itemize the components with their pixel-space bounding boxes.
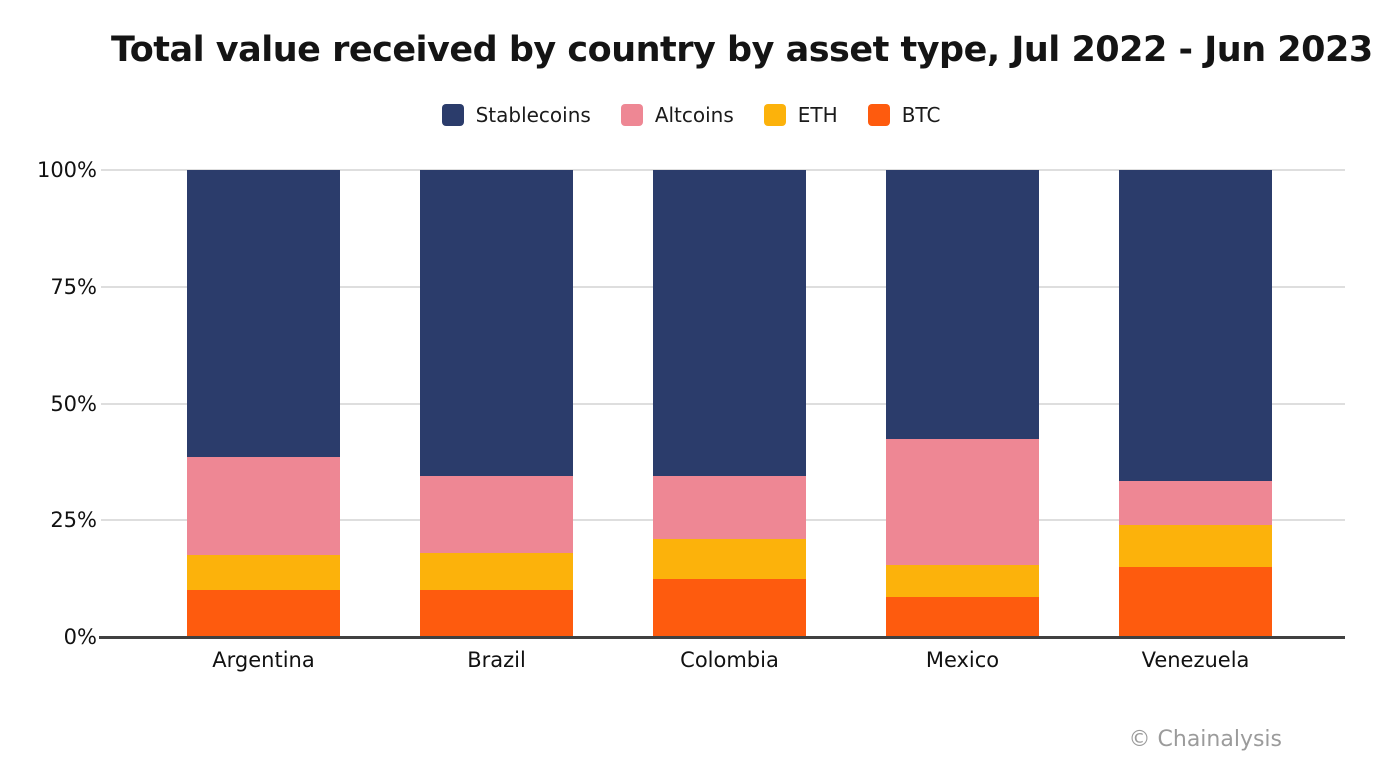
chainalysis-credit: © Chainalysis [1128, 727, 1282, 752]
x-axis-labels: Argentina Brazil Colombia Mexico Venezuela [105, 648, 1345, 672]
x-axis-line [99, 636, 1345, 639]
bar-segment-venezuela-stablecoins [1119, 170, 1272, 481]
bar-venezuela [1119, 170, 1272, 637]
bar-segment-brazil-eth [420, 552, 573, 591]
legend-item-altcoins: Altcoins [620, 103, 734, 127]
bar-segment-argentina-btc [187, 590, 340, 637]
bar-segment-argentina-altcoins [187, 457, 340, 556]
y-tick-label: 50% [50, 391, 97, 416]
bar-segment-colombia-eth [653, 538, 806, 579]
y-tick-label: 100% [36, 158, 97, 182]
bar-segment-argentina-stablecoins [187, 170, 340, 458]
y-tick-label: 75% [50, 274, 97, 299]
legend-item-eth: ETH [763, 103, 838, 127]
bar-segment-colombia-altcoins [653, 475, 806, 539]
bars-container [105, 170, 1345, 637]
legend-label: BTC [901, 103, 941, 127]
x-label-venezuela: Venezuela [1141, 648, 1250, 672]
legend-item-stablecoins: Stablecoins [441, 103, 591, 127]
bar-segment-brazil-btc [420, 590, 573, 637]
legend-label: Altcoins [654, 103, 734, 127]
legend-swatch-eth [763, 104, 786, 126]
plot-area [99, 169, 1345, 639]
bar-brazil [420, 170, 573, 637]
bar-segment-mexico-altcoins [886, 438, 1039, 565]
y-tick-label: 0% [63, 625, 97, 649]
bar-segment-argentina-eth [187, 555, 340, 591]
y-tick-label: 25% [50, 508, 97, 533]
bar-segment-mexico-btc [886, 597, 1039, 637]
bar-segment-brazil-altcoins [420, 475, 573, 553]
legend-label: Stablecoins [475, 103, 591, 127]
bar-segment-venezuela-altcoins [1119, 480, 1272, 525]
y-axis: 100% 75% 50% 25% 0% [0, 158, 97, 649]
bar-segment-venezuela-eth [1119, 524, 1272, 567]
bar-segment-mexico-stablecoins [886, 170, 1039, 439]
bar-segment-mexico-eth [886, 564, 1039, 598]
legend-label: ETH [797, 103, 838, 127]
bar-segment-brazil-stablecoins [420, 170, 573, 476]
chart-title: Total value received by country by asset… [111, 30, 1373, 70]
x-label-brazil: Brazil [467, 648, 526, 672]
bar-segment-colombia-btc [653, 578, 806, 637]
legend-swatch-btc [867, 104, 890, 126]
bar-segment-venezuela-btc [1119, 566, 1272, 637]
legend-item-btc: BTC [867, 103, 941, 127]
legend-swatch-stablecoins [441, 104, 464, 126]
bar-segment-colombia-stablecoins [653, 170, 806, 476]
x-label-colombia: Colombia [680, 648, 779, 672]
x-label-argentina: Argentina [212, 648, 315, 672]
bar-mexico [886, 170, 1039, 637]
bar-colombia [653, 170, 806, 637]
legend-swatch-altcoins [620, 104, 643, 126]
legend: Stablecoins Altcoins ETH BTC [0, 103, 1382, 127]
bar-argentina [187, 170, 340, 637]
x-label-mexico: Mexico [925, 648, 1000, 672]
